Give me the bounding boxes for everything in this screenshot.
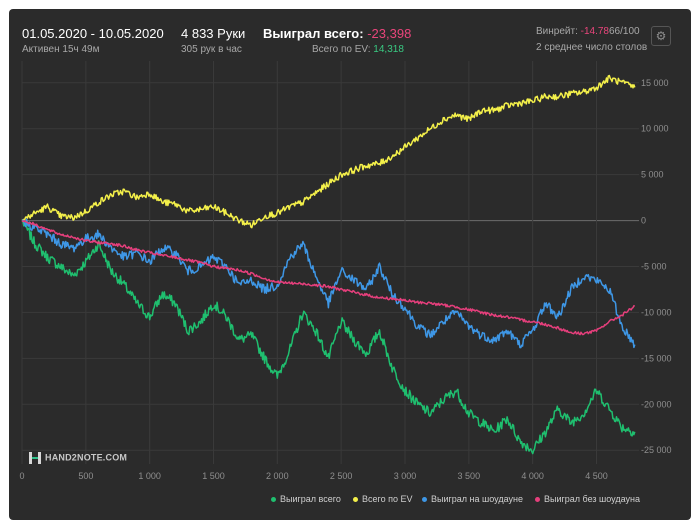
- legend-label-non-showdown: Выиграл без шоудауна: [544, 494, 640, 504]
- total-ev-label: Всего по EV:: [312, 44, 371, 55]
- chart-panel: 01.05.2020 - 10.05.2020 Активен 15ч 49м …: [9, 9, 691, 520]
- x-tick-label: 2 500: [330, 471, 353, 481]
- legend-item-won[interactable]: Выиграл всего: [271, 494, 341, 504]
- y-tick-label: 5 000: [641, 170, 664, 180]
- x-tick-label: 4 500: [585, 471, 608, 481]
- y-tick-label: -20 000: [641, 399, 672, 409]
- y-tick-label: 15 000: [641, 78, 669, 88]
- x-tick-label: 0: [19, 471, 24, 481]
- legend-dot-showdown: [422, 497, 427, 503]
- legend-item-ev[interactable]: Всего по EV: [353, 494, 412, 504]
- total-won-value: -23,398: [367, 26, 412, 41]
- hands-count: 4 833 Руки: [181, 26, 246, 41]
- x-tick-label: 4 000: [521, 471, 544, 481]
- x-tick-label: 3 500: [458, 471, 481, 481]
- total-ev: Всего по EV: 14,318: [312, 44, 404, 55]
- hand2note-logo-icon: [29, 452, 41, 464]
- legend-dot-won: [271, 497, 276, 503]
- line-chart: 15 000 10 000 5 000 0 -5 000 -10 000 -15 000 -2…: [19, 61, 672, 481]
- legend-label-won: Выиграл всего: [280, 494, 341, 504]
- y-tick-label: -5 000: [641, 262, 667, 272]
- winrate: Винрейт: -14.7866/100: [536, 26, 640, 37]
- y-tick-label: -10 000: [641, 307, 672, 317]
- total-won: Выиграл всего: -23,398: [263, 26, 411, 41]
- legend-item-showdown[interactable]: Выиграл на шоудауне: [422, 494, 523, 504]
- legend-item-non-showdown[interactable]: Выиграл без шоудауна: [535, 494, 640, 504]
- legend-dot-non-showdown: [535, 497, 540, 503]
- winrate-label: Винрейт:: [536, 26, 578, 37]
- x-tick-label: 2 000: [266, 471, 289, 481]
- hand2note-logo: HAND2NOTE.COM: [29, 452, 127, 464]
- series-line-ev: [21, 74, 636, 229]
- y-tick-label: -15 000: [641, 353, 672, 363]
- x-tick-label: 500: [78, 471, 93, 481]
- total-won-label: Выиграл всего:: [263, 26, 364, 41]
- active-time: Активен 15ч 49м: [22, 44, 100, 55]
- winrate-value: -14.78: [580, 26, 609, 37]
- x-tick-label: 1 500: [202, 471, 225, 481]
- hand2note-logo-text: HAND2NOTE.COM: [45, 452, 128, 463]
- gear-icon[interactable]: ⚙: [651, 26, 671, 46]
- y-tick-label: 0: [641, 216, 646, 226]
- date-range: 01.05.2020 - 10.05.2020: [22, 26, 164, 41]
- total-ev-value: 14,318: [373, 44, 404, 55]
- legend-dot-ev: [353, 497, 358, 503]
- legend-label-ev: Всего по EV: [362, 494, 413, 504]
- x-tick-label: 3 000: [394, 471, 417, 481]
- legend-label-showdown: Выиграл на шоудауне: [431, 494, 523, 504]
- series-line-won: [21, 219, 636, 455]
- y-tick-label: -25 000: [641, 445, 672, 455]
- winrate-unit: 66/100: [609, 26, 640, 37]
- x-tick-label: 1 000: [138, 471, 161, 481]
- series-line-non-showdown: [21, 219, 635, 336]
- hands-per-hour: 305 рук в час: [181, 44, 242, 55]
- avg-tables: 2 среднее число столов: [536, 42, 648, 53]
- y-tick-label: 10 000: [641, 124, 669, 134]
- series-line-showdown: [21, 218, 636, 349]
